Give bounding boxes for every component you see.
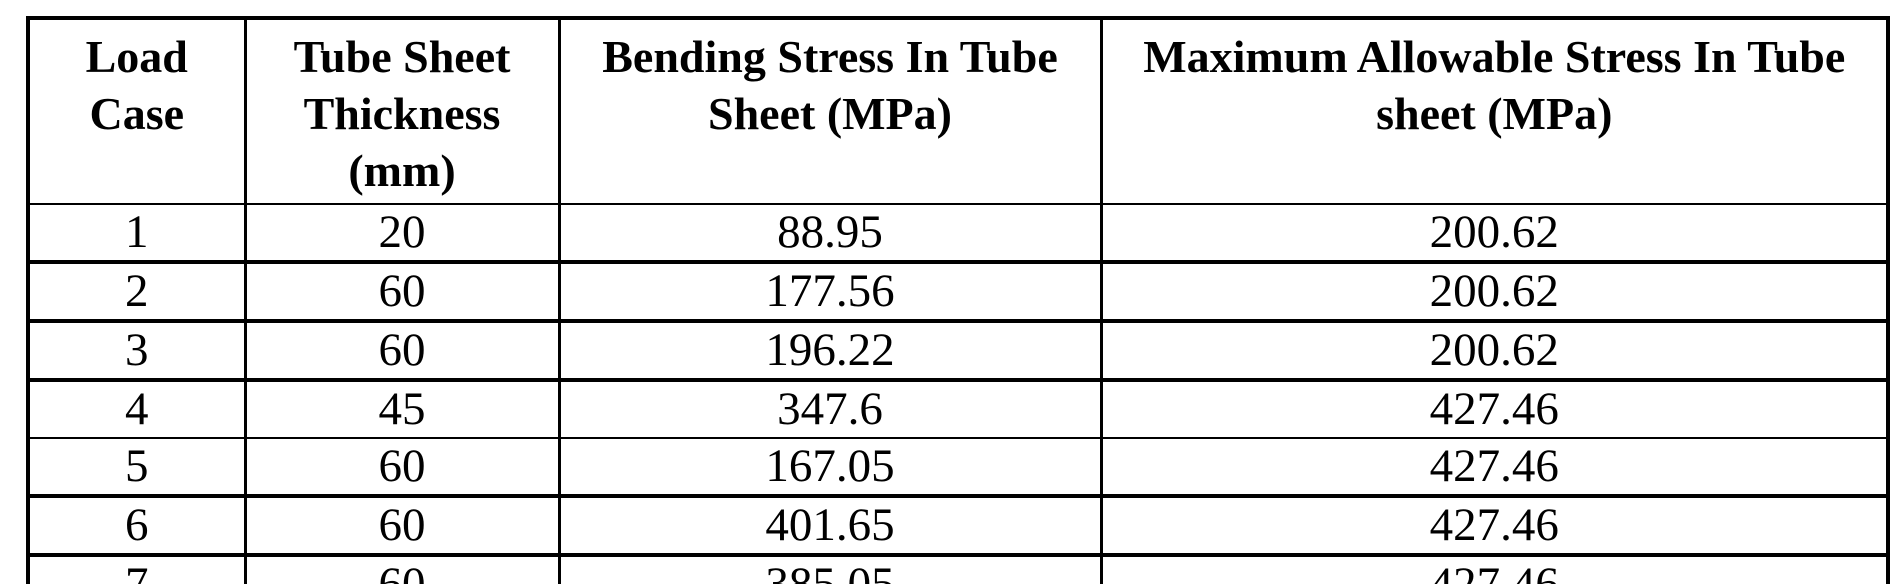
header-line: Maximum Allowable Stress In Tube <box>1143 31 1846 82</box>
cell-bending-stress: 385.05 <box>557 555 1103 584</box>
cell-tube-sheet-thickness: 60 <box>243 321 561 382</box>
cell-max-allowable-stress: 427.46 <box>1099 438 1890 498</box>
stress-results-table: Load Case Tube Sheet Thickness (mm) Bend… <box>26 16 1890 584</box>
cell-bending-stress: 167.05 <box>557 438 1103 498</box>
cell-bending-stress: 196.22 <box>557 321 1103 382</box>
table-row: 7 60 385.05 427.46 <box>26 555 1890 584</box>
header-line: Load <box>85 31 188 82</box>
cell-bending-stress: 401.65 <box>557 496 1103 557</box>
cell-max-allowable-stress: 200.62 <box>1099 321 1890 382</box>
header-line: Sheet (MPa) <box>708 88 952 139</box>
cell-load-case: 1 <box>26 204 247 264</box>
table-row: 3 60 196.22 200.62 <box>26 321 1890 382</box>
cell-bending-stress: 347.6 <box>557 380 1103 439</box>
cell-max-allowable-stress: 427.46 <box>1099 555 1890 584</box>
cell-max-allowable-stress: 427.46 <box>1099 496 1890 557</box>
table-row: 5 60 167.05 427.46 <box>26 438 1890 498</box>
cell-tube-sheet-thickness: 60 <box>243 262 561 323</box>
cell-load-case: 6 <box>26 496 247 557</box>
header-line: (mm) <box>348 145 456 196</box>
header-row: Load Case Tube Sheet Thickness (mm) Bend… <box>26 18 1890 205</box>
cell-tube-sheet-thickness: 60 <box>243 438 561 498</box>
cell-tube-sheet-thickness: 20 <box>243 204 561 264</box>
column-header-tube-sheet-thickness: Tube Sheet Thickness (mm) <box>243 18 561 205</box>
header-line: Tube Sheet <box>293 31 511 82</box>
cell-bending-stress: 88.95 <box>557 204 1103 264</box>
cell-load-case: 4 <box>26 380 247 439</box>
cell-max-allowable-stress: 200.62 <box>1099 262 1890 323</box>
column-header-bending-stress: Bending Stress In Tube Sheet (MPa) <box>557 18 1103 205</box>
table-row: 2 60 177.56 200.62 <box>26 262 1890 323</box>
column-header-load-case: Load Case <box>26 18 247 205</box>
header-line: Case <box>89 88 185 139</box>
header-line: Thickness <box>303 88 501 139</box>
table-row: 1 20 88.95 200.62 <box>26 204 1890 264</box>
cell-max-allowable-stress: 427.46 <box>1099 380 1890 439</box>
header-line: Bending Stress In Tube <box>602 31 1058 82</box>
cell-max-allowable-stress: 200.62 <box>1099 204 1890 264</box>
header-line: sheet (MPa) <box>1376 88 1613 139</box>
table-row: 6 60 401.65 427.46 <box>26 496 1890 557</box>
cell-load-case: 7 <box>26 555 247 584</box>
cell-tube-sheet-thickness: 60 <box>243 496 561 557</box>
cell-load-case: 3 <box>26 321 247 382</box>
cell-tube-sheet-thickness: 45 <box>243 380 561 439</box>
column-header-max-allowable-stress: Maximum Allowable Stress In Tube sheet (… <box>1099 18 1890 205</box>
table-row: 4 45 347.6 427.46 <box>26 380 1890 439</box>
cell-bending-stress: 177.56 <box>557 262 1103 323</box>
cell-load-case: 2 <box>26 262 247 323</box>
cell-load-case: 5 <box>26 438 247 498</box>
cell-tube-sheet-thickness: 60 <box>243 555 561 584</box>
